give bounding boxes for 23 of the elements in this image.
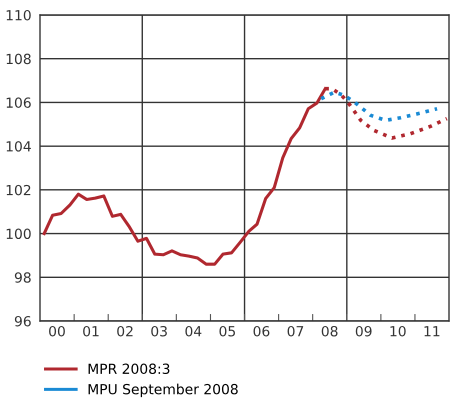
x-tick-label: 01: [83, 326, 99, 336]
legend-label: MPR 2008:3: [88, 364, 170, 374]
x-tick-label: 10: [390, 326, 406, 336]
y-tick-label: 108: [6, 54, 31, 64]
y-tick-label: 106: [6, 97, 31, 108]
x-tick-label: 04: [185, 326, 202, 336]
y-tick-label: 110: [6, 10, 31, 20]
x-tick-label: 11: [424, 326, 440, 336]
x-tick-label: 09: [356, 326, 372, 336]
x-tick-label: 06: [254, 326, 270, 336]
legend-label: MPU September 2008: [88, 384, 238, 398]
y-tick-label: 102: [6, 184, 30, 196]
x-tick-label: 03: [151, 326, 167, 336]
y-tick-label: 104: [6, 141, 31, 152]
y-tick-label: 98: [14, 272, 31, 283]
x-tick-label: 02: [117, 326, 133, 336]
line-series: [319, 90, 439, 122]
y-tick-label: 100: [6, 228, 31, 240]
x-tick-label: 08: [322, 326, 338, 336]
x-tick-label: 05: [219, 326, 235, 336]
x-tick-label: 00: [49, 326, 65, 336]
y-tick-label: 96: [14, 316, 31, 326]
x-tick-label: 07: [288, 326, 304, 336]
